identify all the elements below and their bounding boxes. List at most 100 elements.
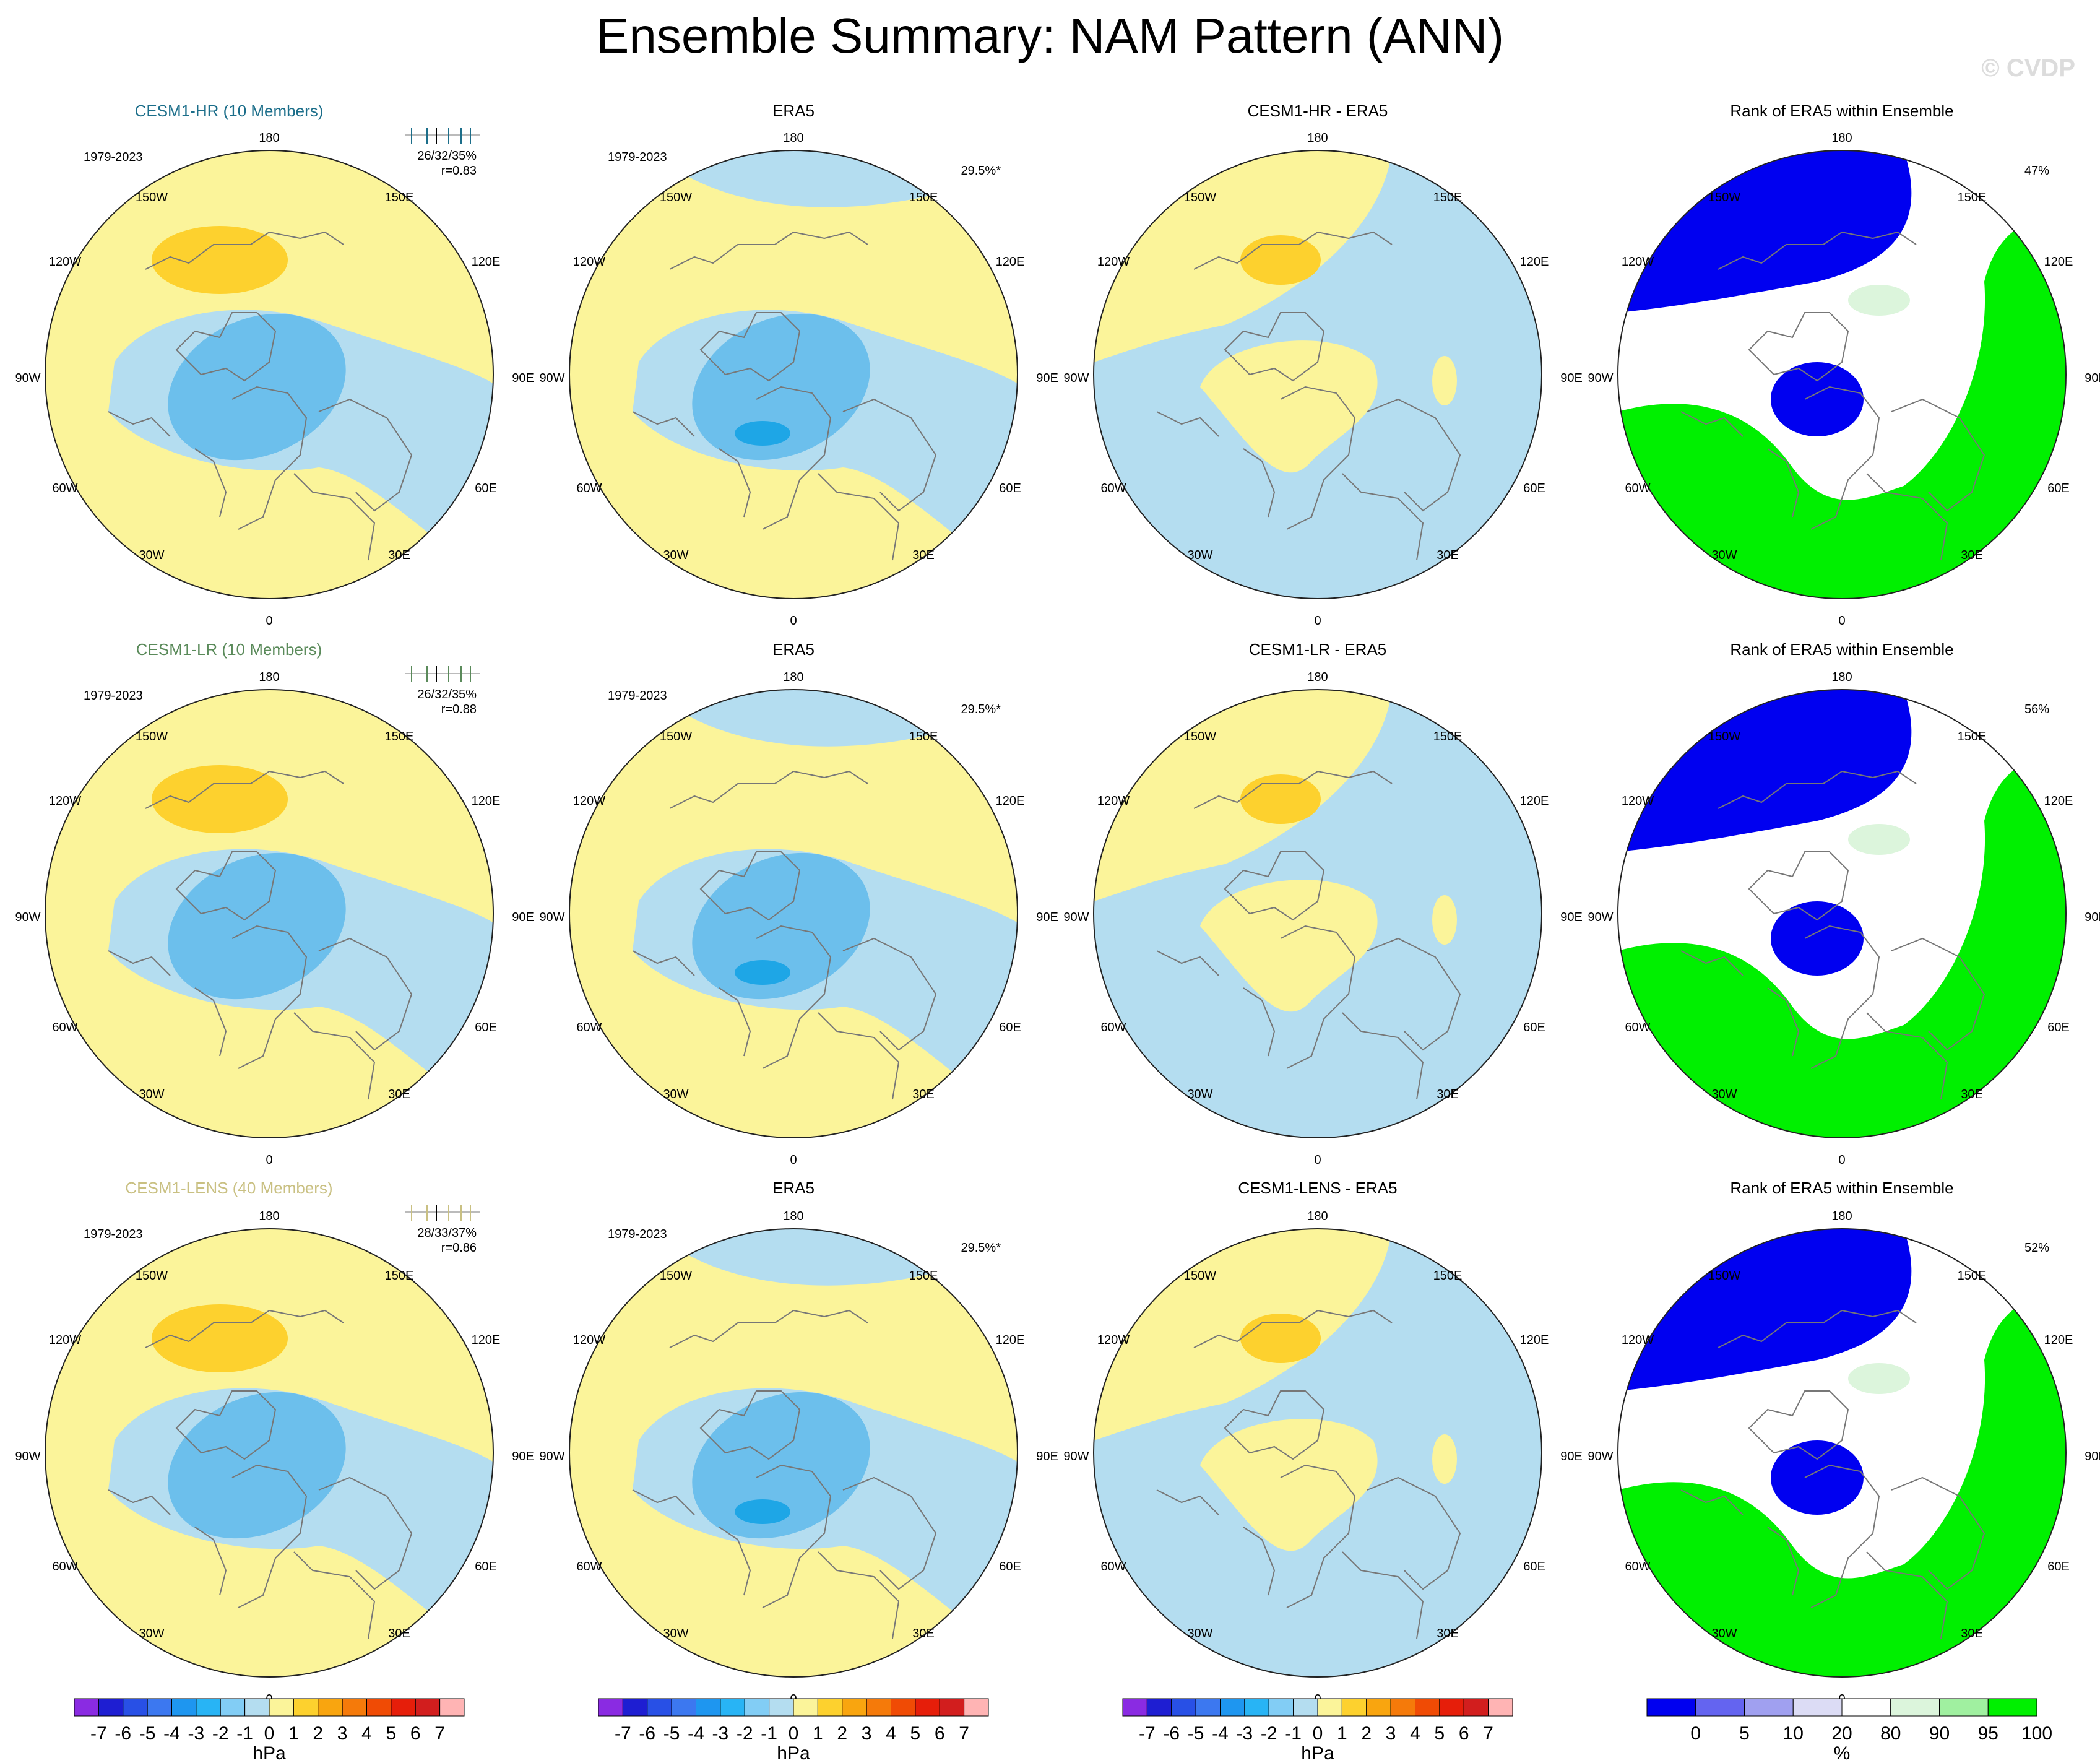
- colorbar-swatch: [842, 1698, 867, 1717]
- colorbar-swatch: [220, 1698, 246, 1717]
- model-period: 1979-2023: [84, 1228, 143, 1241]
- colorbar-tick-label: -4: [1212, 1723, 1229, 1744]
- colorbar-tick-label: 0: [264, 1723, 275, 1744]
- longitude-label: 60E: [2047, 1021, 2070, 1034]
- longitude-label: 30E: [1961, 1627, 1983, 1640]
- colorbar-swatch: [622, 1698, 648, 1717]
- longitude-label: 120W: [1097, 255, 1130, 269]
- longitude-label: 90W: [1588, 371, 1613, 385]
- map-border: [1093, 150, 1542, 599]
- colorbar-swatch: [939, 1698, 965, 1717]
- map-border: [45, 150, 494, 599]
- map-fill: [1094, 150, 1542, 599]
- map-fill: [569, 690, 1018, 1138]
- colorbar-tick-label: -2: [212, 1723, 229, 1744]
- colorbar-tick-label: 3: [337, 1723, 348, 1744]
- longitude-label: 60W: [1100, 1021, 1126, 1034]
- colorbar-tick-label: 5: [386, 1723, 397, 1744]
- positive-spot: [1432, 1434, 1457, 1484]
- colorbar-swatch: [269, 1698, 294, 1717]
- longitude-label: 60W: [1100, 1560, 1126, 1574]
- map-fill: [45, 150, 493, 599]
- longitude-label: 120E: [2044, 794, 2073, 808]
- longitude-label: 30E: [388, 548, 410, 562]
- model-title: CESM1-HR (10 Members): [135, 102, 324, 120]
- difference-panel: 180 0 150W 120W 90W 60W 30W 150E 120E 90E 60E 30E CE…: [1063, 102, 1582, 628]
- model-correlation: r=0.88: [441, 703, 477, 716]
- rank-percentage: 52%: [2024, 1241, 2049, 1255]
- colorbar-rank: 0 5 10 20 80 90 95 100%: [1646, 1698, 2052, 1763]
- coastline-outline: [669, 1309, 868, 1348]
- coastline-outline: [719, 448, 751, 518]
- colorbar-swatch: [1146, 1698, 1172, 1717]
- coastline-outline: [1280, 1464, 1356, 1608]
- colorbar-swatch: [74, 1698, 99, 1717]
- rank-low-core: [1771, 901, 1864, 976]
- longitude-label: 0: [790, 1153, 797, 1167]
- coastline-outline: [1224, 312, 1325, 382]
- map-border: [1617, 1228, 2067, 1678]
- coastline-outline: [632, 950, 695, 976]
- longitude-label: 120E: [472, 794, 501, 808]
- rank-low-core: [1771, 1440, 1864, 1515]
- rank-panel: 180 0 150W 120W 90W 60W 30W 150E 120E 90E 60E 30E Ra…: [1588, 102, 2100, 628]
- longitude-label: 0: [1838, 1153, 1845, 1167]
- longitude-label: 60E: [999, 1560, 1021, 1574]
- longitude-label: 30W: [663, 548, 688, 562]
- difference-panel: 180 0 150W 120W 90W 60W 30W 150E 120E 90E 60E 30E CE…: [1063, 640, 1582, 1167]
- era5-period: 1979-2023: [608, 1228, 667, 1241]
- longitude-label: 60W: [1100, 482, 1126, 495]
- negative-peak: [735, 421, 790, 446]
- coastline-outline: [1193, 231, 1393, 270]
- colorbar-tick-label: 4: [361, 1723, 372, 1744]
- rank-title: Rank of ERA5 within Ensemble: [1730, 102, 1953, 120]
- longitude-label: 120W: [573, 255, 605, 269]
- colorbar-tick-label: 80: [1880, 1723, 1901, 1744]
- colorbar-tick-label: 3: [1386, 1723, 1396, 1744]
- coastline-outline: [818, 1012, 900, 1100]
- longitude-label: 150W: [1708, 1269, 1740, 1283]
- longitude-label: 150E: [1958, 730, 1987, 743]
- colorbar-swatch: [1439, 1698, 1464, 1717]
- colorbar-swatch: [342, 1698, 367, 1717]
- colorbar-tick-label: 4: [1410, 1723, 1420, 1744]
- model-title: CESM1-LENS (40 Members): [125, 1179, 332, 1197]
- colorbar-tick-label: -7: [1139, 1723, 1156, 1744]
- longitude-label: 90E: [2085, 911, 2100, 924]
- model-title: CESM1-LR (10 Members): [136, 640, 322, 659]
- coastline-outline: [231, 386, 308, 530]
- colorbar-tick-label: 7: [1483, 1723, 1493, 1744]
- coastline-outline: [719, 987, 751, 1057]
- longitude-label: 90W: [1063, 1450, 1089, 1463]
- longitude-label: 30W: [1711, 1627, 1737, 1640]
- coastline-outline: [1804, 386, 1880, 530]
- coastline-outline: [1767, 987, 1800, 1057]
- coastline-outline: [1680, 950, 1744, 976]
- longitude-label: 150E: [1433, 730, 1463, 743]
- longitude-label: 180: [1831, 131, 1852, 145]
- longitude-label: 120E: [1520, 794, 1549, 808]
- positive-region-center: [1200, 340, 1378, 473]
- colorbar-tick-label: -1: [236, 1723, 253, 1744]
- coastline-outline: [194, 987, 227, 1057]
- colorbar-tick-label: -3: [188, 1723, 205, 1744]
- colorbar-tick-label: 0: [789, 1723, 799, 1744]
- colorbar-tick-label: 2: [313, 1723, 323, 1744]
- colorbar-tick-label: 2: [837, 1723, 847, 1744]
- coastline-outline: [1367, 1476, 1461, 1590]
- longitude-label: 150E: [1958, 191, 1987, 204]
- longitude-label: 90E: [1036, 371, 1058, 385]
- longitude-label: 30E: [1961, 1088, 1983, 1101]
- coastline-outline: [1367, 398, 1461, 512]
- coastline-outline: [1243, 987, 1276, 1057]
- map-fill: [45, 1229, 493, 1677]
- colorbar-swatch: [1293, 1698, 1318, 1717]
- colorbar-swatch: [439, 1698, 465, 1717]
- longitude-label: 90E: [512, 911, 534, 924]
- colorbar-tick-label: 5: [1739, 1723, 1750, 1744]
- colorbar-swatch: [720, 1698, 745, 1717]
- longitude-label: 0: [1838, 614, 1845, 628]
- longitude-label: 150E: [1433, 191, 1463, 204]
- negative-peak: [735, 960, 790, 985]
- longitude-label: 60W: [1625, 482, 1650, 495]
